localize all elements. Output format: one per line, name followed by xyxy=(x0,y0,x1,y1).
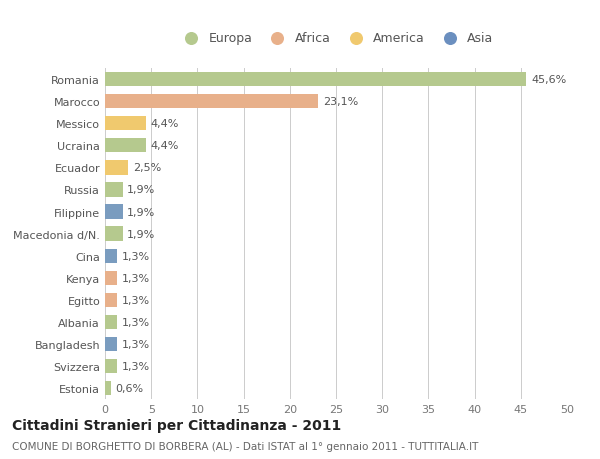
Bar xyxy=(105,183,122,197)
Bar xyxy=(105,271,117,285)
Bar xyxy=(105,117,146,131)
Bar xyxy=(105,227,122,241)
Text: 1,9%: 1,9% xyxy=(127,185,155,195)
Bar xyxy=(105,249,117,263)
Bar xyxy=(105,139,146,153)
Text: 1,3%: 1,3% xyxy=(122,361,150,371)
Text: 1,3%: 1,3% xyxy=(122,251,150,261)
Text: Cittadini Stranieri per Cittadinanza - 2011: Cittadini Stranieri per Cittadinanza - 2… xyxy=(12,418,341,431)
Text: 1,3%: 1,3% xyxy=(122,339,150,349)
Text: 1,9%: 1,9% xyxy=(127,207,155,217)
Bar xyxy=(105,161,128,175)
Bar xyxy=(105,95,319,109)
Legend: Europa, Africa, America, Asia: Europa, Africa, America, Asia xyxy=(178,32,494,45)
Text: 2,5%: 2,5% xyxy=(133,163,161,173)
Bar xyxy=(105,293,117,308)
Text: 1,3%: 1,3% xyxy=(122,273,150,283)
Bar xyxy=(105,381,110,396)
Text: 23,1%: 23,1% xyxy=(323,97,358,107)
Text: 1,9%: 1,9% xyxy=(127,229,155,239)
Bar xyxy=(105,337,117,352)
Text: COMUNE DI BORGHETTO DI BORBERA (AL) - Dati ISTAT al 1° gennaio 2011 - TUTTITALIA: COMUNE DI BORGHETTO DI BORBERA (AL) - Da… xyxy=(12,441,478,451)
Bar xyxy=(105,315,117,330)
Text: 45,6%: 45,6% xyxy=(531,75,566,85)
Text: 4,4%: 4,4% xyxy=(150,119,179,129)
Text: 4,4%: 4,4% xyxy=(150,141,179,151)
Text: 1,3%: 1,3% xyxy=(122,317,150,327)
Bar xyxy=(105,205,122,219)
Text: 0,6%: 0,6% xyxy=(115,383,143,393)
Bar xyxy=(105,73,526,87)
Text: 1,3%: 1,3% xyxy=(122,295,150,305)
Bar xyxy=(105,359,117,374)
